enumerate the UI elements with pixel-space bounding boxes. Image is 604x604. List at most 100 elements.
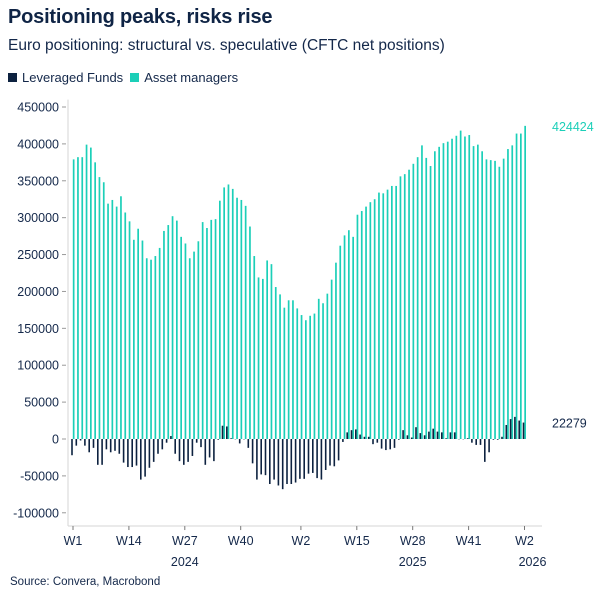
bar-leveraged-funds [114, 439, 116, 451]
bar-asset-managers [507, 149, 509, 439]
bar-asset-managers [494, 160, 496, 439]
bar-leveraged-funds [509, 419, 512, 439]
bar-asset-managers [468, 135, 471, 439]
bar-leveraged-funds [213, 439, 215, 462]
bar-asset-managers [481, 151, 483, 439]
bar-leveraged-funds [183, 439, 185, 465]
bar-asset-managers [472, 146, 475, 439]
bar-asset-managers [373, 199, 376, 439]
x-tick-label: W14 [116, 534, 142, 548]
bar-asset-managers [188, 258, 191, 439]
bar-asset-managers [154, 256, 157, 439]
bar-leveraged-funds [346, 432, 348, 439]
bar-leveraged-funds [84, 439, 86, 446]
bar-leveraged-funds [217, 439, 219, 440]
bar-leveraged-funds [453, 432, 456, 439]
bar-asset-managers [326, 293, 329, 439]
bar-leveraged-funds [226, 426, 228, 439]
bar-leveraged-funds [140, 439, 142, 480]
bar-leveraged-funds [410, 437, 413, 439]
bar-asset-managers [399, 176, 402, 439]
bar-asset-managers [137, 228, 139, 439]
bar-leveraged-funds [333, 439, 336, 467]
x-tick-label: W27 [172, 534, 198, 548]
bar-asset-managers [240, 199, 243, 439]
bar-leveraged-funds [178, 439, 181, 462]
bar-leveraged-funds [109, 439, 112, 453]
bar-asset-managers [274, 287, 277, 439]
bar-leveraged-funds [428, 431, 430, 439]
bar-leveraged-funds [320, 439, 323, 480]
bar-asset-managers [403, 174, 406, 440]
bar-asset-managers [524, 125, 526, 439]
bar-asset-managers [72, 159, 75, 440]
bar-leveraged-funds [518, 420, 520, 439]
bar-leveraged-funds [88, 439, 90, 453]
bar-asset-managers [253, 256, 256, 439]
bar-leveraged-funds [372, 439, 374, 445]
bar-leveraged-funds [312, 439, 314, 473]
bar-asset-managers [266, 260, 268, 439]
bar-leveraged-funds [157, 439, 159, 454]
bar-asset-managers [386, 189, 389, 439]
bar-leveraged-funds [484, 439, 486, 462]
bar-leveraged-funds [393, 439, 396, 448]
bar-asset-managers [180, 236, 182, 439]
bar-asset-managers [81, 157, 84, 439]
bar-asset-managers [292, 300, 294, 439]
y-tick-label: 300000 [17, 211, 59, 225]
bar-asset-managers [365, 206, 367, 439]
bar-leveraged-funds [161, 439, 164, 450]
bar-leveraged-funds [479, 439, 482, 445]
chart-subtitle: Euro positioning: structural vs. specula… [8, 37, 445, 54]
bar-asset-managers [429, 166, 432, 439]
bar-leveraged-funds [299, 439, 301, 479]
bar-leveraged-funds [191, 439, 194, 456]
x-year-label: 2026 [519, 555, 547, 569]
bar-leveraged-funds [307, 439, 310, 474]
bar-asset-managers [210, 219, 213, 439]
bar-leveraged-funds [359, 434, 361, 439]
bar-asset-managers [77, 157, 79, 439]
bar-leveraged-funds [367, 436, 370, 439]
bar-asset-managers [356, 214, 359, 439]
bar-leveraged-funds [501, 436, 503, 439]
y-tick-label: 0 [52, 433, 59, 447]
bar-asset-managers [451, 138, 453, 440]
y-tick-label: 150000 [17, 322, 59, 336]
chart-title: Positioning peaks, risks rise [8, 6, 273, 28]
y-tick-label: -50000 [20, 469, 59, 483]
bar-leveraged-funds [273, 439, 275, 480]
bar-leveraged-funds [342, 439, 344, 442]
bar-leveraged-funds [290, 439, 293, 485]
bar-asset-managers [279, 294, 281, 439]
bar-asset-managers [313, 313, 316, 439]
bar-asset-managers [511, 145, 514, 439]
bar-leveraged-funds [200, 439, 202, 448]
bar-leveraged-funds [316, 439, 318, 479]
bar-leveraged-funds [187, 439, 189, 462]
bar-leveraged-funds [127, 439, 129, 468]
bar-asset-managers [391, 185, 393, 439]
x-tick-label: W1 [64, 534, 83, 548]
bar-asset-managers [167, 225, 170, 439]
legend-swatch-leveraged-funds [8, 73, 17, 82]
y-tick-label: 400000 [17, 137, 59, 151]
bar-leveraged-funds [170, 436, 172, 439]
bar-asset-managers [515, 133, 518, 439]
bar-leveraged-funds [264, 439, 267, 476]
bar-leveraged-funds [441, 432, 443, 439]
bar-asset-managers [193, 251, 195, 439]
bar-asset-managers [270, 264, 273, 439]
bar-asset-managers [227, 184, 230, 439]
x-tick-label: W41 [456, 534, 482, 548]
last-value-label-leveraged-funds: 22279 [552, 417, 587, 431]
bar-asset-managers [335, 262, 337, 439]
bar-asset-managers [343, 235, 346, 439]
x-tick-label: W15 [344, 534, 370, 548]
bar-leveraged-funds [488, 439, 490, 453]
bar-asset-managers [408, 169, 410, 439]
bar-asset-managers [455, 135, 458, 440]
bar-asset-managers [382, 193, 385, 439]
bar-asset-managers [145, 258, 148, 439]
